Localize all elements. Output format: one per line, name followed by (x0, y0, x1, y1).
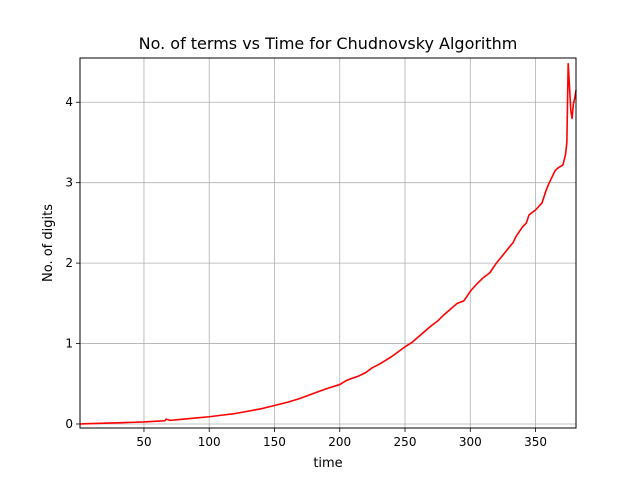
chart-title: No. of terms vs Time for Chudnovsky Algo… (139, 34, 518, 53)
x-tick-label: 150 (263, 435, 286, 449)
y-axis-label: No. of digits (41, 204, 56, 282)
grid (80, 58, 576, 428)
series-line (79, 62, 577, 425)
y-tick-label: 3 (65, 176, 73, 190)
y-tick-label: 1 (65, 337, 73, 351)
axis-ticks: 50 100 150 200 250 300 350 0 1 2 3 4 (65, 95, 547, 449)
x-axis-label: time (313, 456, 342, 471)
series-layer (79, 62, 577, 425)
x-tick-label: 250 (394, 435, 417, 449)
x-tick-label: 200 (328, 435, 351, 449)
y-tick-label: 2 (65, 256, 73, 270)
y-tick-label: 4 (65, 95, 73, 109)
x-tick-label: 300 (459, 435, 482, 449)
y-tick-label: 0 (65, 417, 73, 431)
x-tick-label: 50 (136, 435, 151, 449)
x-tick-label: 350 (524, 435, 547, 449)
x-tick-label: 100 (198, 435, 221, 449)
plot-frame (79, 57, 577, 429)
